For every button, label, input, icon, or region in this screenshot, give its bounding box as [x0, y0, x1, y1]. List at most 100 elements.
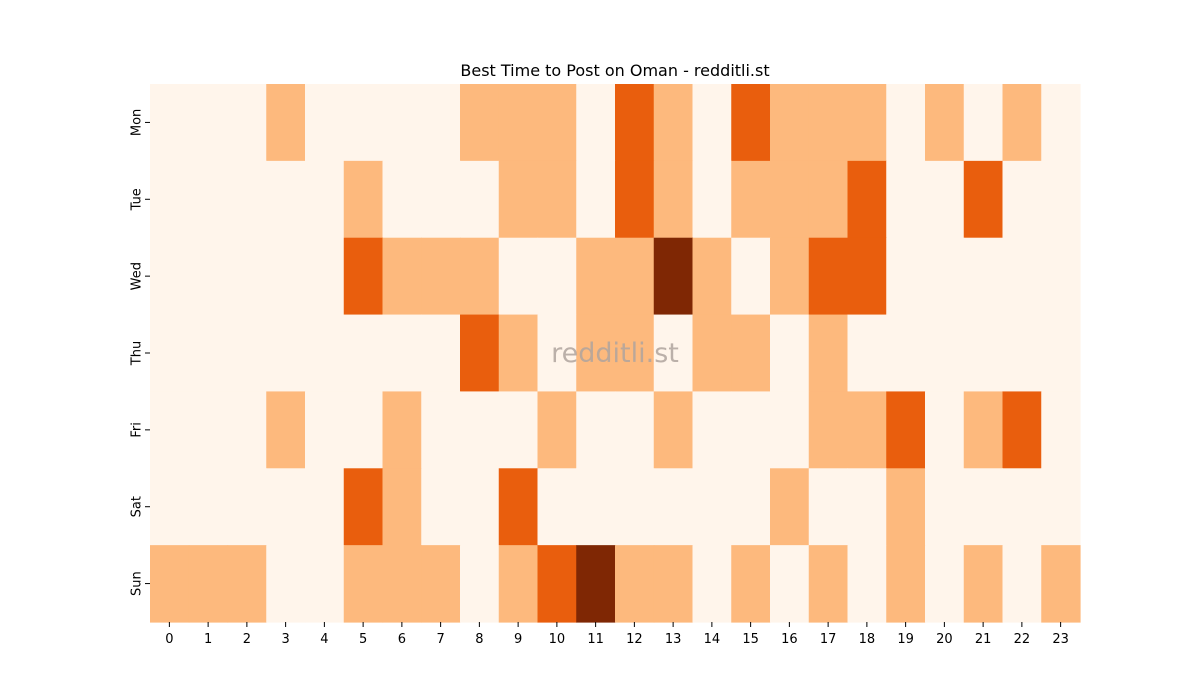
x-tick-label: 8 [475, 632, 483, 647]
x-tick-label: 4 [320, 632, 328, 647]
heatmap-cell [498, 545, 539, 623]
y-tick-label: Mon [130, 109, 145, 136]
heatmap-cell [692, 314, 732, 393]
heatmap-cell [460, 160, 500, 239]
heatmap-cells [150, 84, 1081, 623]
heatmap-cell [305, 391, 345, 469]
y-tick-label: Thu [130, 341, 145, 366]
heatmap-cell [1002, 237, 1042, 316]
y-tick-label: Fri [130, 422, 145, 438]
heatmap-cell [343, 545, 384, 623]
heatmap-cell [615, 545, 655, 623]
heatmap-cell [421, 468, 461, 546]
y-tick-label: Sun [130, 571, 145, 596]
x-tick-label: 22 [1014, 632, 1031, 647]
heatmap-cell [421, 545, 461, 623]
heatmap-cell [188, 468, 229, 546]
heatmap-cell [770, 314, 810, 393]
heatmap-cell [498, 237, 539, 316]
heatmap-cell [343, 468, 384, 546]
x-tick-label: 3 [281, 632, 289, 647]
heatmap-cell [847, 545, 887, 623]
heatmap-cell [1041, 84, 1081, 162]
x-tick-label: 13 [665, 632, 682, 647]
heatmap-cell [925, 160, 965, 239]
heatmap-cell [576, 468, 616, 546]
heatmap-cell [460, 391, 500, 469]
heatmap-cell [808, 314, 849, 393]
heatmap-cell [227, 545, 267, 623]
heatmap-cell [847, 160, 887, 239]
heatmap-cell [963, 237, 1004, 316]
heatmap-cell [692, 237, 732, 316]
heatmap-cell [886, 545, 926, 623]
heatmap-cell [886, 160, 926, 239]
heatmap-cell [1041, 468, 1081, 546]
x-tick-label: 18 [859, 632, 876, 647]
x-tick-label: 7 [436, 632, 444, 647]
heatmap-cell [537, 545, 577, 623]
heatmap-cell [188, 545, 229, 623]
heatmap-cell [537, 160, 577, 239]
heatmap-cell [808, 237, 849, 316]
heatmap-cell [692, 468, 732, 546]
heatmap-cell [963, 314, 1004, 393]
heatmap-cell [925, 84, 965, 162]
heatmap-cell [382, 468, 422, 546]
heatmap-cell [692, 545, 732, 623]
heatmap-cell [615, 84, 655, 162]
heatmap-cell [615, 160, 655, 239]
heatmap-cell [266, 314, 306, 393]
heatmap-cell [770, 160, 810, 239]
heatmap-cell [266, 237, 306, 316]
heatmap-cell [305, 84, 345, 162]
watermark-text: redditli.st [551, 338, 679, 369]
heatmap-cell [227, 237, 267, 316]
heatmap-cell [382, 160, 422, 239]
heatmap-cell [1041, 314, 1081, 393]
heatmap-cell [770, 84, 810, 162]
heatmap-cell [731, 160, 771, 239]
heatmap-cell [537, 84, 577, 162]
heatmap-cell [886, 468, 926, 546]
heatmap-cell [731, 237, 771, 316]
heatmap-cell [925, 314, 965, 393]
heatmap-cell [847, 468, 887, 546]
heatmap-cell [963, 545, 1004, 623]
heatmap-cell [188, 160, 229, 239]
heatmap-cell [188, 391, 229, 469]
heatmap-cell [421, 391, 461, 469]
heatmap-cell [925, 468, 965, 546]
heatmap-cell [770, 545, 810, 623]
x-tick-label: 11 [587, 632, 604, 647]
heatmap-cell [421, 84, 461, 162]
heatmap-cell [847, 237, 887, 316]
heatmap-cell [886, 84, 926, 162]
heatmap-cell [692, 391, 732, 469]
heatmap-cell [150, 160, 190, 239]
heatmap-cell [382, 391, 422, 469]
heatmap-cell [150, 84, 190, 162]
heatmap-cell [925, 237, 965, 316]
heatmap-cell [266, 160, 306, 239]
heatmap-cell [963, 160, 1004, 239]
heatmap-cell [731, 391, 771, 469]
heatmap-cell [808, 84, 849, 162]
heatmap-cell [498, 314, 539, 393]
heatmap-cell [305, 160, 345, 239]
heatmap-cell [615, 237, 655, 316]
heatmap-cell [1002, 391, 1042, 469]
x-tick-label: 14 [704, 632, 721, 647]
x-tick-label: 9 [514, 632, 522, 647]
heatmap-cell [421, 160, 461, 239]
heatmap-cell [808, 545, 849, 623]
heatmap-cell [498, 468, 539, 546]
heatmap-cell [653, 545, 694, 623]
heatmap-cell [576, 84, 616, 162]
heatmap-cell [731, 468, 771, 546]
heatmap-cell [382, 84, 422, 162]
heatmap-cell [266, 84, 306, 162]
heatmap-cell [886, 237, 926, 316]
heatmap-cell [653, 237, 694, 316]
